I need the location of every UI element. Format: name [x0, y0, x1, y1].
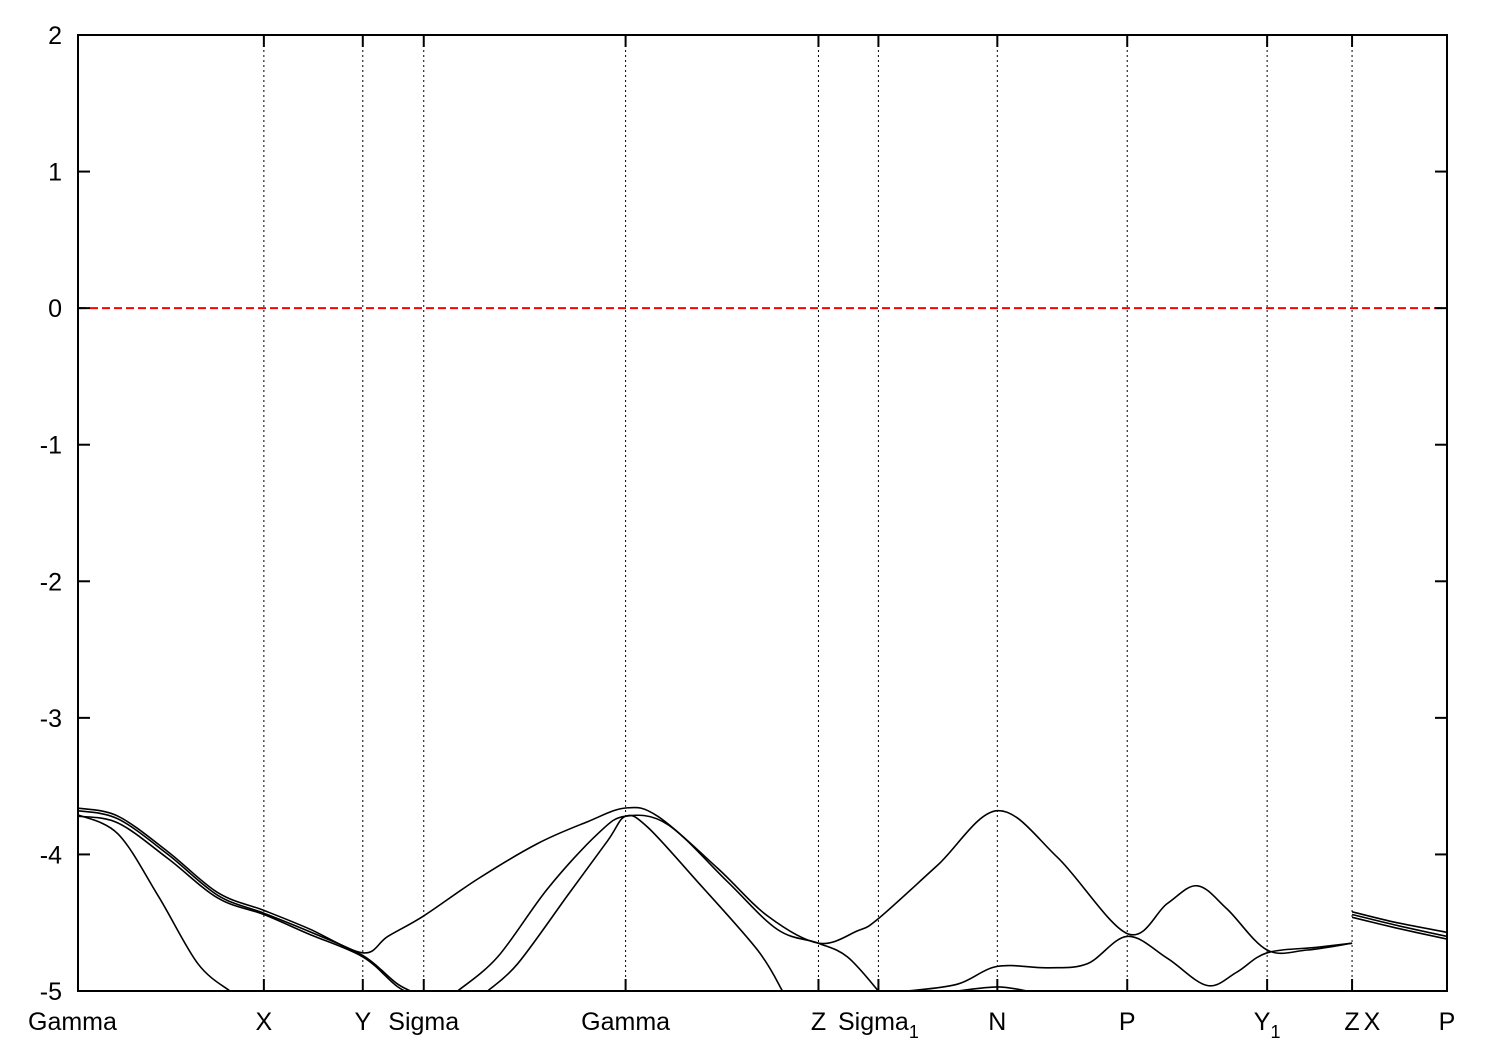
y-axis-ticks: 2 1 0 -1 -2 -3 -4 -5: [40, 22, 1447, 1006]
kpoint-label-text: Z: [1344, 1008, 1359, 1036]
y-tick-label: 2: [48, 22, 62, 50]
band-line-3: [78, 815, 407, 991]
kpoint-label: P: [1119, 1008, 1136, 1036]
y-tick-label: 0: [48, 295, 62, 323]
y-tick-label: -2: [40, 568, 62, 596]
kpoint-label-text: N: [988, 1008, 1006, 1036]
kpoint-label: Gamma: [581, 1008, 670, 1036]
y-tick-label: -1: [40, 432, 62, 460]
kpoint-label: Z: [1344, 1008, 1359, 1036]
kpoint-label: Y1: [1254, 1008, 1281, 1042]
kpoint-label-text: Sigma: [838, 1008, 909, 1036]
kpoint-label: N: [988, 1008, 1006, 1036]
band-line-9: [1351, 911, 1447, 934]
y-tick-label: 1: [48, 159, 62, 187]
kpoint-label: X: [256, 1008, 273, 1036]
kpoint-label-text: P: [1439, 1008, 1456, 1036]
kpoint-label-text: P: [1119, 1008, 1136, 1036]
band-line-11: [1351, 916, 1447, 940]
x-axis-kpoint-labels: Gamma X Y Sigma Gamma Z Sigma1 N P Y1 Z X P: [28, 1008, 1455, 1042]
kpoint-label: P: [1439, 1008, 1456, 1036]
kpoint-label: Sigma: [388, 1008, 459, 1036]
y-tick-label: -5: [40, 978, 62, 1006]
kpoint-label-text: Y: [354, 1008, 371, 1036]
kpoint-label-text: Gamma: [28, 1008, 117, 1036]
kpoint-label-text: Y: [1254, 1008, 1271, 1036]
band-line-4: [78, 814, 231, 991]
y-tick-label: -3: [40, 705, 62, 733]
band-line-10: [1351, 913, 1447, 938]
kpoint-label-subscript: 1: [909, 1022, 919, 1042]
kpoint-label: Y: [354, 1008, 371, 1036]
kpoint-label-subscript: 1: [1270, 1022, 1280, 1042]
kpoint-label-text: X: [256, 1008, 273, 1036]
kpoint-label-text: Gamma: [581, 1008, 670, 1036]
band-line-5: [457, 814, 879, 991]
band-lines: [78, 806, 1447, 991]
kpoint-label: Sigma1: [838, 1008, 919, 1042]
kpoint-label: Z: [811, 1008, 826, 1036]
kpoint-vertical-lines: [262, 35, 1354, 991]
band-line-1: [78, 806, 1353, 955]
band-line-7: [907, 935, 1353, 991]
band-line-8: [957, 986, 1028, 991]
kpoint-label-text: Z: [811, 1008, 826, 1036]
band-line-6: [487, 814, 784, 991]
kpoint-label-text: Sigma: [388, 1008, 459, 1036]
plot-frame: [77, 34, 1448, 992]
kpoint-label: Gamma: [28, 1008, 117, 1036]
y-tick-label: -4: [40, 841, 62, 869]
band-line-2: [78, 809, 413, 991]
kpoint-label-text: X: [1364, 1008, 1381, 1036]
kpoint-label: X: [1364, 1008, 1381, 1036]
